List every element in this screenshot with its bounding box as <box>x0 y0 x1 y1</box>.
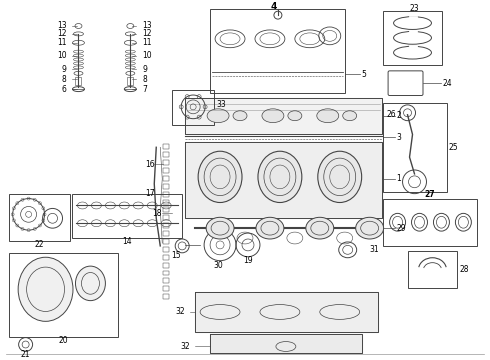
Text: 17: 17 <box>145 189 155 198</box>
Bar <box>163 278 169 283</box>
Text: 8: 8 <box>62 75 67 84</box>
Bar <box>163 184 169 189</box>
Bar <box>163 239 169 244</box>
Text: 4: 4 <box>271 2 277 11</box>
Ellipse shape <box>206 217 234 239</box>
Text: 21: 21 <box>21 350 30 359</box>
Text: 6: 6 <box>62 85 67 94</box>
Bar <box>383 199 477 246</box>
Bar <box>163 144 169 149</box>
Text: 32: 32 <box>175 307 185 316</box>
Text: 1: 1 <box>396 174 401 183</box>
Bar <box>210 9 345 93</box>
Text: 3: 3 <box>396 133 401 142</box>
Bar <box>163 215 169 220</box>
Ellipse shape <box>317 109 339 123</box>
Text: 11: 11 <box>142 38 152 47</box>
Bar <box>9 194 71 241</box>
Bar <box>383 11 442 66</box>
Polygon shape <box>185 98 382 135</box>
Ellipse shape <box>356 217 384 239</box>
Polygon shape <box>195 292 378 332</box>
Ellipse shape <box>288 111 302 121</box>
Text: 23: 23 <box>410 4 419 13</box>
Bar <box>163 294 169 299</box>
Bar <box>163 231 169 236</box>
Ellipse shape <box>343 111 357 121</box>
Text: 20: 20 <box>59 336 68 345</box>
Ellipse shape <box>75 266 105 301</box>
Ellipse shape <box>258 151 302 203</box>
Bar <box>163 152 169 157</box>
Ellipse shape <box>18 257 73 321</box>
Polygon shape <box>210 334 362 354</box>
Bar <box>163 176 169 181</box>
Bar <box>75 77 81 85</box>
Text: 13: 13 <box>57 22 67 31</box>
Bar <box>163 271 169 275</box>
Text: 11: 11 <box>57 38 67 47</box>
Text: 16: 16 <box>145 159 155 168</box>
Text: 29: 29 <box>396 224 406 233</box>
Bar <box>163 168 169 173</box>
Bar <box>9 253 119 337</box>
Bar <box>163 192 169 197</box>
Ellipse shape <box>256 217 284 239</box>
Bar <box>127 77 133 85</box>
Text: 31: 31 <box>369 246 379 255</box>
Text: 10: 10 <box>142 51 152 60</box>
Text: 22: 22 <box>35 240 44 249</box>
Text: 24: 24 <box>442 79 452 88</box>
Bar <box>163 286 169 291</box>
Bar <box>163 223 169 228</box>
Ellipse shape <box>198 151 242 203</box>
Bar <box>383 103 447 192</box>
Text: 7: 7 <box>142 85 147 94</box>
Text: 5: 5 <box>362 70 367 79</box>
Bar <box>163 263 169 267</box>
Text: 8: 8 <box>142 75 147 84</box>
Text: 19: 19 <box>243 256 253 265</box>
Text: 30: 30 <box>213 261 223 270</box>
Text: 33: 33 <box>216 100 226 109</box>
Text: 18: 18 <box>152 209 162 218</box>
Bar <box>163 199 169 204</box>
Bar <box>163 255 169 260</box>
Text: 32: 32 <box>180 342 190 351</box>
Text: 27: 27 <box>424 190 435 199</box>
Bar <box>408 251 457 288</box>
Polygon shape <box>185 142 382 218</box>
Bar <box>172 90 214 125</box>
Text: 15: 15 <box>172 251 181 260</box>
Text: 10: 10 <box>57 51 67 60</box>
Text: 12: 12 <box>57 30 67 39</box>
Text: 13: 13 <box>142 22 152 31</box>
Ellipse shape <box>233 111 247 121</box>
Text: 26: 26 <box>387 110 396 119</box>
Text: 9: 9 <box>62 65 67 74</box>
Text: 14: 14 <box>122 238 132 247</box>
Text: 2: 2 <box>396 111 401 120</box>
Ellipse shape <box>306 217 334 239</box>
Bar <box>163 207 169 212</box>
Bar <box>163 160 169 165</box>
Text: 25: 25 <box>448 143 458 152</box>
Bar <box>73 194 182 238</box>
Text: 9: 9 <box>142 65 147 74</box>
Bar <box>163 247 169 252</box>
Ellipse shape <box>207 109 229 123</box>
Ellipse shape <box>262 109 284 123</box>
Text: 28: 28 <box>460 265 469 274</box>
Ellipse shape <box>318 151 362 203</box>
Text: 12: 12 <box>142 30 152 39</box>
